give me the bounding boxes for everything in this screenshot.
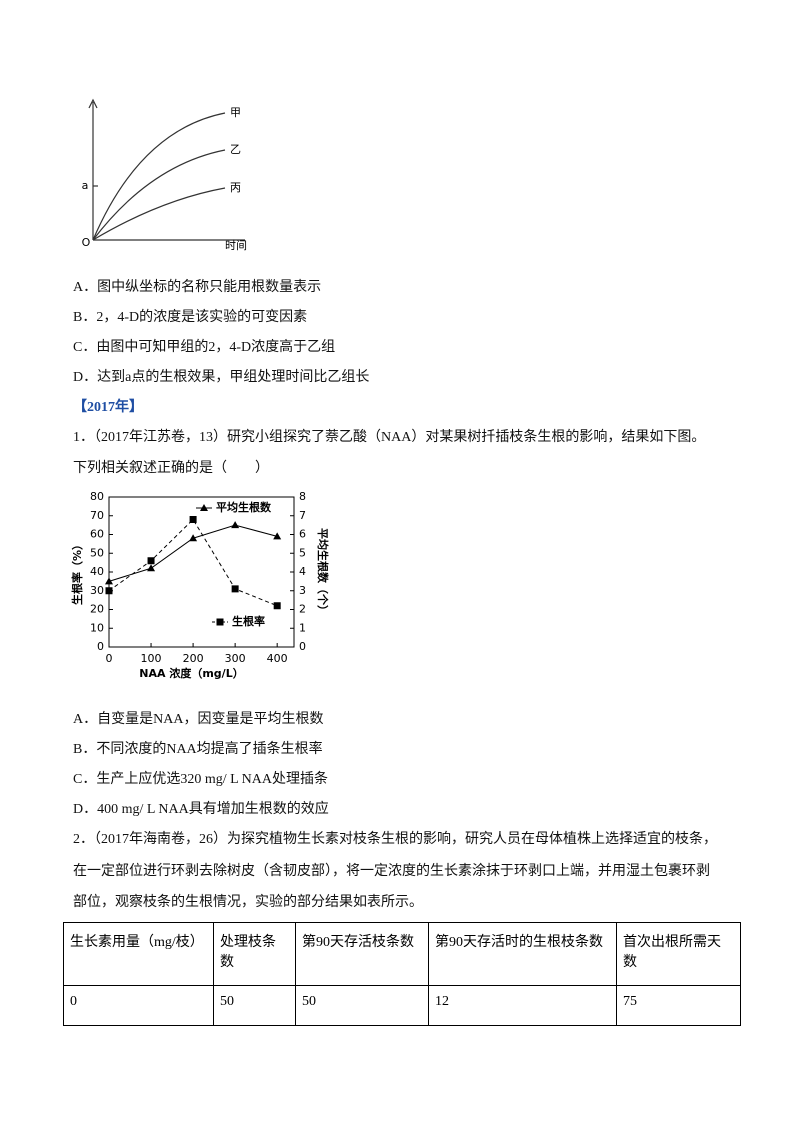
y2-tick-label: 5 <box>299 546 306 559</box>
y-tick-label: 40 <box>90 565 104 578</box>
cell: 50 <box>295 985 429 1026</box>
header-cell: 第90天存活时的生根枝条数 <box>428 922 617 986</box>
x-tick-label: 300 <box>225 652 246 665</box>
question-line: 2．（2017年海南卷，26）为探究植物生长素对枝条生根的影响，研究人员在母体植… <box>73 832 717 847</box>
section-title: 【2017年】 <box>73 400 143 415</box>
question-line: 1．（2017年江苏卷，13）研究小组探究了萘乙酸（NAA）对某果树扦插枝条生根… <box>73 430 706 445</box>
curve-label: 丙 <box>230 181 241 194</box>
option: D．达到a点的生根效果，甲组处理时间比乙组长 <box>73 370 370 385</box>
marker <box>273 532 282 540</box>
legend-marker <box>200 504 208 511</box>
marker <box>231 585 239 593</box>
header-cell: 首次出根所需天数 <box>616 922 741 986</box>
y2-tick-label: 1 <box>299 621 306 634</box>
curve <box>92 187 226 241</box>
cell: 12 <box>428 985 617 1026</box>
y-tick-label: 30 <box>90 584 104 597</box>
question-line: 下列相关叙述正确的是（ ） <box>73 461 269 476</box>
legend-marker <box>216 618 224 626</box>
question-line: 部位，观察枝条的生根情况，实验的部分结果如表所示。 <box>73 895 423 910</box>
y-tick-label: 80 <box>90 490 104 503</box>
option: B．不同浓度的NAA均提高了插条生根率 <box>73 742 323 757</box>
curve <box>92 149 226 241</box>
y2-tick-label: 6 <box>299 528 306 541</box>
plot-frame <box>108 496 295 648</box>
x-axis-title: NAA 浓度（mg/L） <box>139 666 243 680</box>
marker <box>147 557 155 565</box>
arrow <box>88 98 98 109</box>
y2-tick-label: 0 <box>299 640 306 653</box>
y2-tick-label: 3 <box>299 584 306 597</box>
marker <box>231 521 240 529</box>
y-tick-label: 70 <box>90 509 104 522</box>
cell: 75 <box>616 985 741 1026</box>
x-tick-label: 200 <box>183 652 204 665</box>
option: C．生产上应优选320 mg/ L NAA处理插条 <box>73 772 328 787</box>
sketch-figure <box>88 98 245 241</box>
option: D．400 mg/ L NAA具有增加生根数的效应 <box>73 802 329 817</box>
marker <box>189 516 197 523</box>
y2-tick-label: 4 <box>299 565 306 578</box>
curve <box>92 112 226 241</box>
option: A．图中纵坐标的名称只能用根数量表示 <box>73 280 322 295</box>
option: B．2，4-D的浓度是该实验的可变因素 <box>73 310 308 325</box>
header-cell: 第90天存活枝条数 <box>295 922 429 986</box>
x-tick-label: 100 <box>141 652 162 665</box>
y-tick-label: 50 <box>90 546 104 559</box>
cell: 50 <box>213 985 296 1026</box>
y-axis-title: 生根率（%） <box>70 539 84 605</box>
header-cell: 生长素用量（mg/枝） <box>63 922 214 986</box>
y-tick-label: 10 <box>90 621 104 634</box>
marker <box>105 587 113 595</box>
series-line <box>108 518 278 607</box>
origin: O <box>82 236 91 249</box>
y-tick-label: 0 <box>97 640 104 653</box>
header-cell: 处理枝条数 <box>213 922 296 986</box>
marker <box>189 534 198 542</box>
cell: 0 <box>63 985 214 1026</box>
y2-axis-title: 平均生根数（个） <box>316 528 330 616</box>
option: A．自变量是NAA，因变量是平均生根数 <box>73 712 324 727</box>
x-label: 时间 <box>225 239 247 252</box>
legend-label: 生根率 <box>232 614 265 628</box>
x-tick-label: 0 <box>106 652 113 665</box>
y2-tick-label: 7 <box>299 509 306 522</box>
y2-tick-label: 8 <box>299 490 306 503</box>
option: C．由图中可知甲组的2，4-D浓度高于乙组 <box>73 340 336 355</box>
y-tick-label: 20 <box>90 603 104 616</box>
curve-label: 乙 <box>230 143 241 156</box>
marker <box>273 602 281 610</box>
data-table: 生长素用量（mg/枝） 处理枝条数 第90天存活枝条数 第90天存活时的生根枝条… <box>63 922 741 1026</box>
marker <box>147 564 156 572</box>
legend-label: 平均生根数 <box>216 500 272 514</box>
marker <box>105 577 113 585</box>
x-tick-label: 400 <box>267 652 288 665</box>
curve-label: 甲 <box>230 106 241 119</box>
question-line: 在一定部位进行环剥去除树皮（含韧皮部），将一定浓度的生长素涂抹于环剥口上端，并用… <box>73 864 710 879</box>
y2-tick-label: 2 <box>299 603 306 616</box>
y-mark: a <box>82 179 89 192</box>
y-tick-label: 60 <box>90 528 104 541</box>
